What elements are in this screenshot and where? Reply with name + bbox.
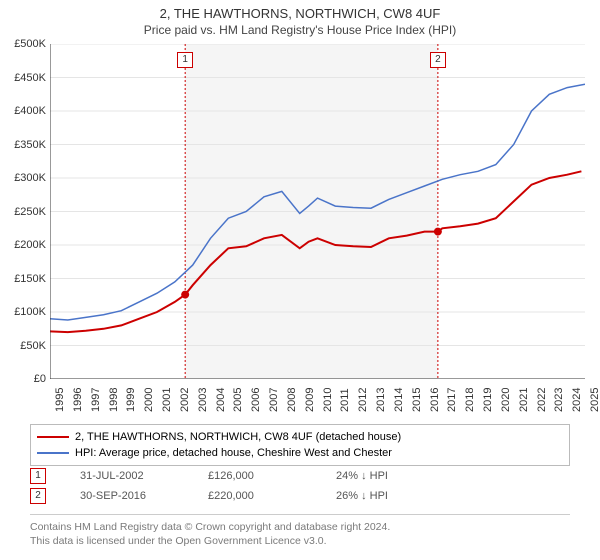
x-tick-label: 2018 [464,388,476,412]
x-tick-label: 2014 [393,388,405,412]
event-delta: 24% ↓ HPI [336,470,456,482]
event-row: 2 30-SEP-2016 £220,000 26% ↓ HPI [30,486,570,506]
chart-container: 2, THE HAWTHORNS, NORTHWICH, CW8 4UF Pri… [0,0,600,560]
legend-row-series1: 2, THE HAWTHORNS, NORTHWICH, CW8 4UF (de… [37,429,563,445]
legend: 2, THE HAWTHORNS, NORTHWICH, CW8 4UF (de… [30,424,570,466]
x-tick-label: 2002 [179,388,191,412]
x-tick-label: 2001 [161,388,173,412]
x-tick-label: 2021 [518,388,530,412]
x-tick-label: 2009 [304,388,316,412]
x-tick-label: 2025 [589,388,600,412]
legend-swatch-1 [37,436,69,438]
x-tick-label: 2017 [446,388,458,412]
x-tick-label: 2000 [143,388,155,412]
event-row-badge: 2 [30,488,46,504]
x-tick-label: 1997 [90,388,102,412]
x-tick-label: 2020 [500,388,512,412]
plot-area: 12 [50,44,585,379]
x-tick-label: 2006 [250,388,262,412]
x-tick-label: 2024 [571,388,583,412]
x-tick-label: 1999 [125,388,137,412]
y-tick-label: £300K [14,172,46,184]
event-badge: 1 [177,52,193,68]
y-tick-label: £100K [14,306,46,318]
y-tick-label: £450K [14,72,46,84]
footer-line-1: Contains HM Land Registry data © Crown c… [30,521,570,535]
event-badge: 2 [430,52,446,68]
x-tick-label: 2011 [339,388,351,412]
y-tick-label: £400K [14,105,46,117]
chart-svg [50,44,585,379]
y-axis-labels: £0£50K£100K£150K£200K£250K£300K£350K£400… [0,44,48,379]
y-tick-label: £500K [14,38,46,50]
x-tick-label: 2012 [357,388,369,412]
y-tick-label: £50K [20,340,46,352]
x-tick-label: 2016 [429,388,441,412]
footer-attribution: Contains HM Land Registry data © Crown c… [30,514,570,548]
x-tick-label: 1995 [54,388,66,412]
x-tick-label: 2010 [322,388,334,412]
x-tick-label: 2019 [482,388,494,412]
y-tick-label: £350K [14,139,46,151]
x-axis-labels: 1995 1996 1997 1998 1999 2000 2001 2002 2003 2004… [50,382,585,416]
event-price: £126,000 [208,470,328,482]
x-tick-label: 2023 [553,388,565,412]
x-tick-label: 2022 [536,388,548,412]
x-tick-label: 2015 [411,388,423,412]
chart-title: 2, THE HAWTHORNS, NORTHWICH, CW8 4UF [0,0,600,21]
event-price: £220,000 [208,490,328,502]
x-tick-label: 2007 [268,388,280,412]
events-table: 1 31-JUL-2002 £126,000 24% ↓ HPI 2 30-SEP-201… [30,466,570,506]
event-delta: 26% ↓ HPI [336,490,456,502]
y-tick-label: £200K [14,239,46,251]
x-tick-label: 2004 [215,388,227,412]
x-tick-label: 2013 [375,388,387,412]
legend-row-series2: HPI: Average price, detached house, Ches… [37,445,563,461]
legend-label-1: 2, THE HAWTHORNS, NORTHWICH, CW8 4UF (de… [75,431,401,443]
x-tick-label: 2005 [232,388,244,412]
y-tick-label: £0 [34,373,46,385]
y-tick-label: £150K [14,273,46,285]
event-row: 1 31-JUL-2002 £126,000 24% ↓ HPI [30,466,570,486]
event-date: 30-SEP-2016 [80,490,200,502]
event-date: 31-JUL-2002 [80,470,200,482]
legend-label-2: HPI: Average price, detached house, Ches… [75,447,392,459]
x-tick-label: 1998 [108,388,120,412]
footer-line-2: This data is licensed under the Open Gov… [30,535,570,549]
event-row-badge: 1 [30,468,46,484]
x-tick-label: 1996 [72,388,84,412]
x-tick-label: 2003 [197,388,209,412]
y-tick-label: £250K [14,206,46,218]
x-tick-label: 2008 [286,388,298,412]
legend-swatch-2 [37,452,69,454]
chart-subtitle: Price paid vs. HM Land Registry's House … [0,21,600,43]
